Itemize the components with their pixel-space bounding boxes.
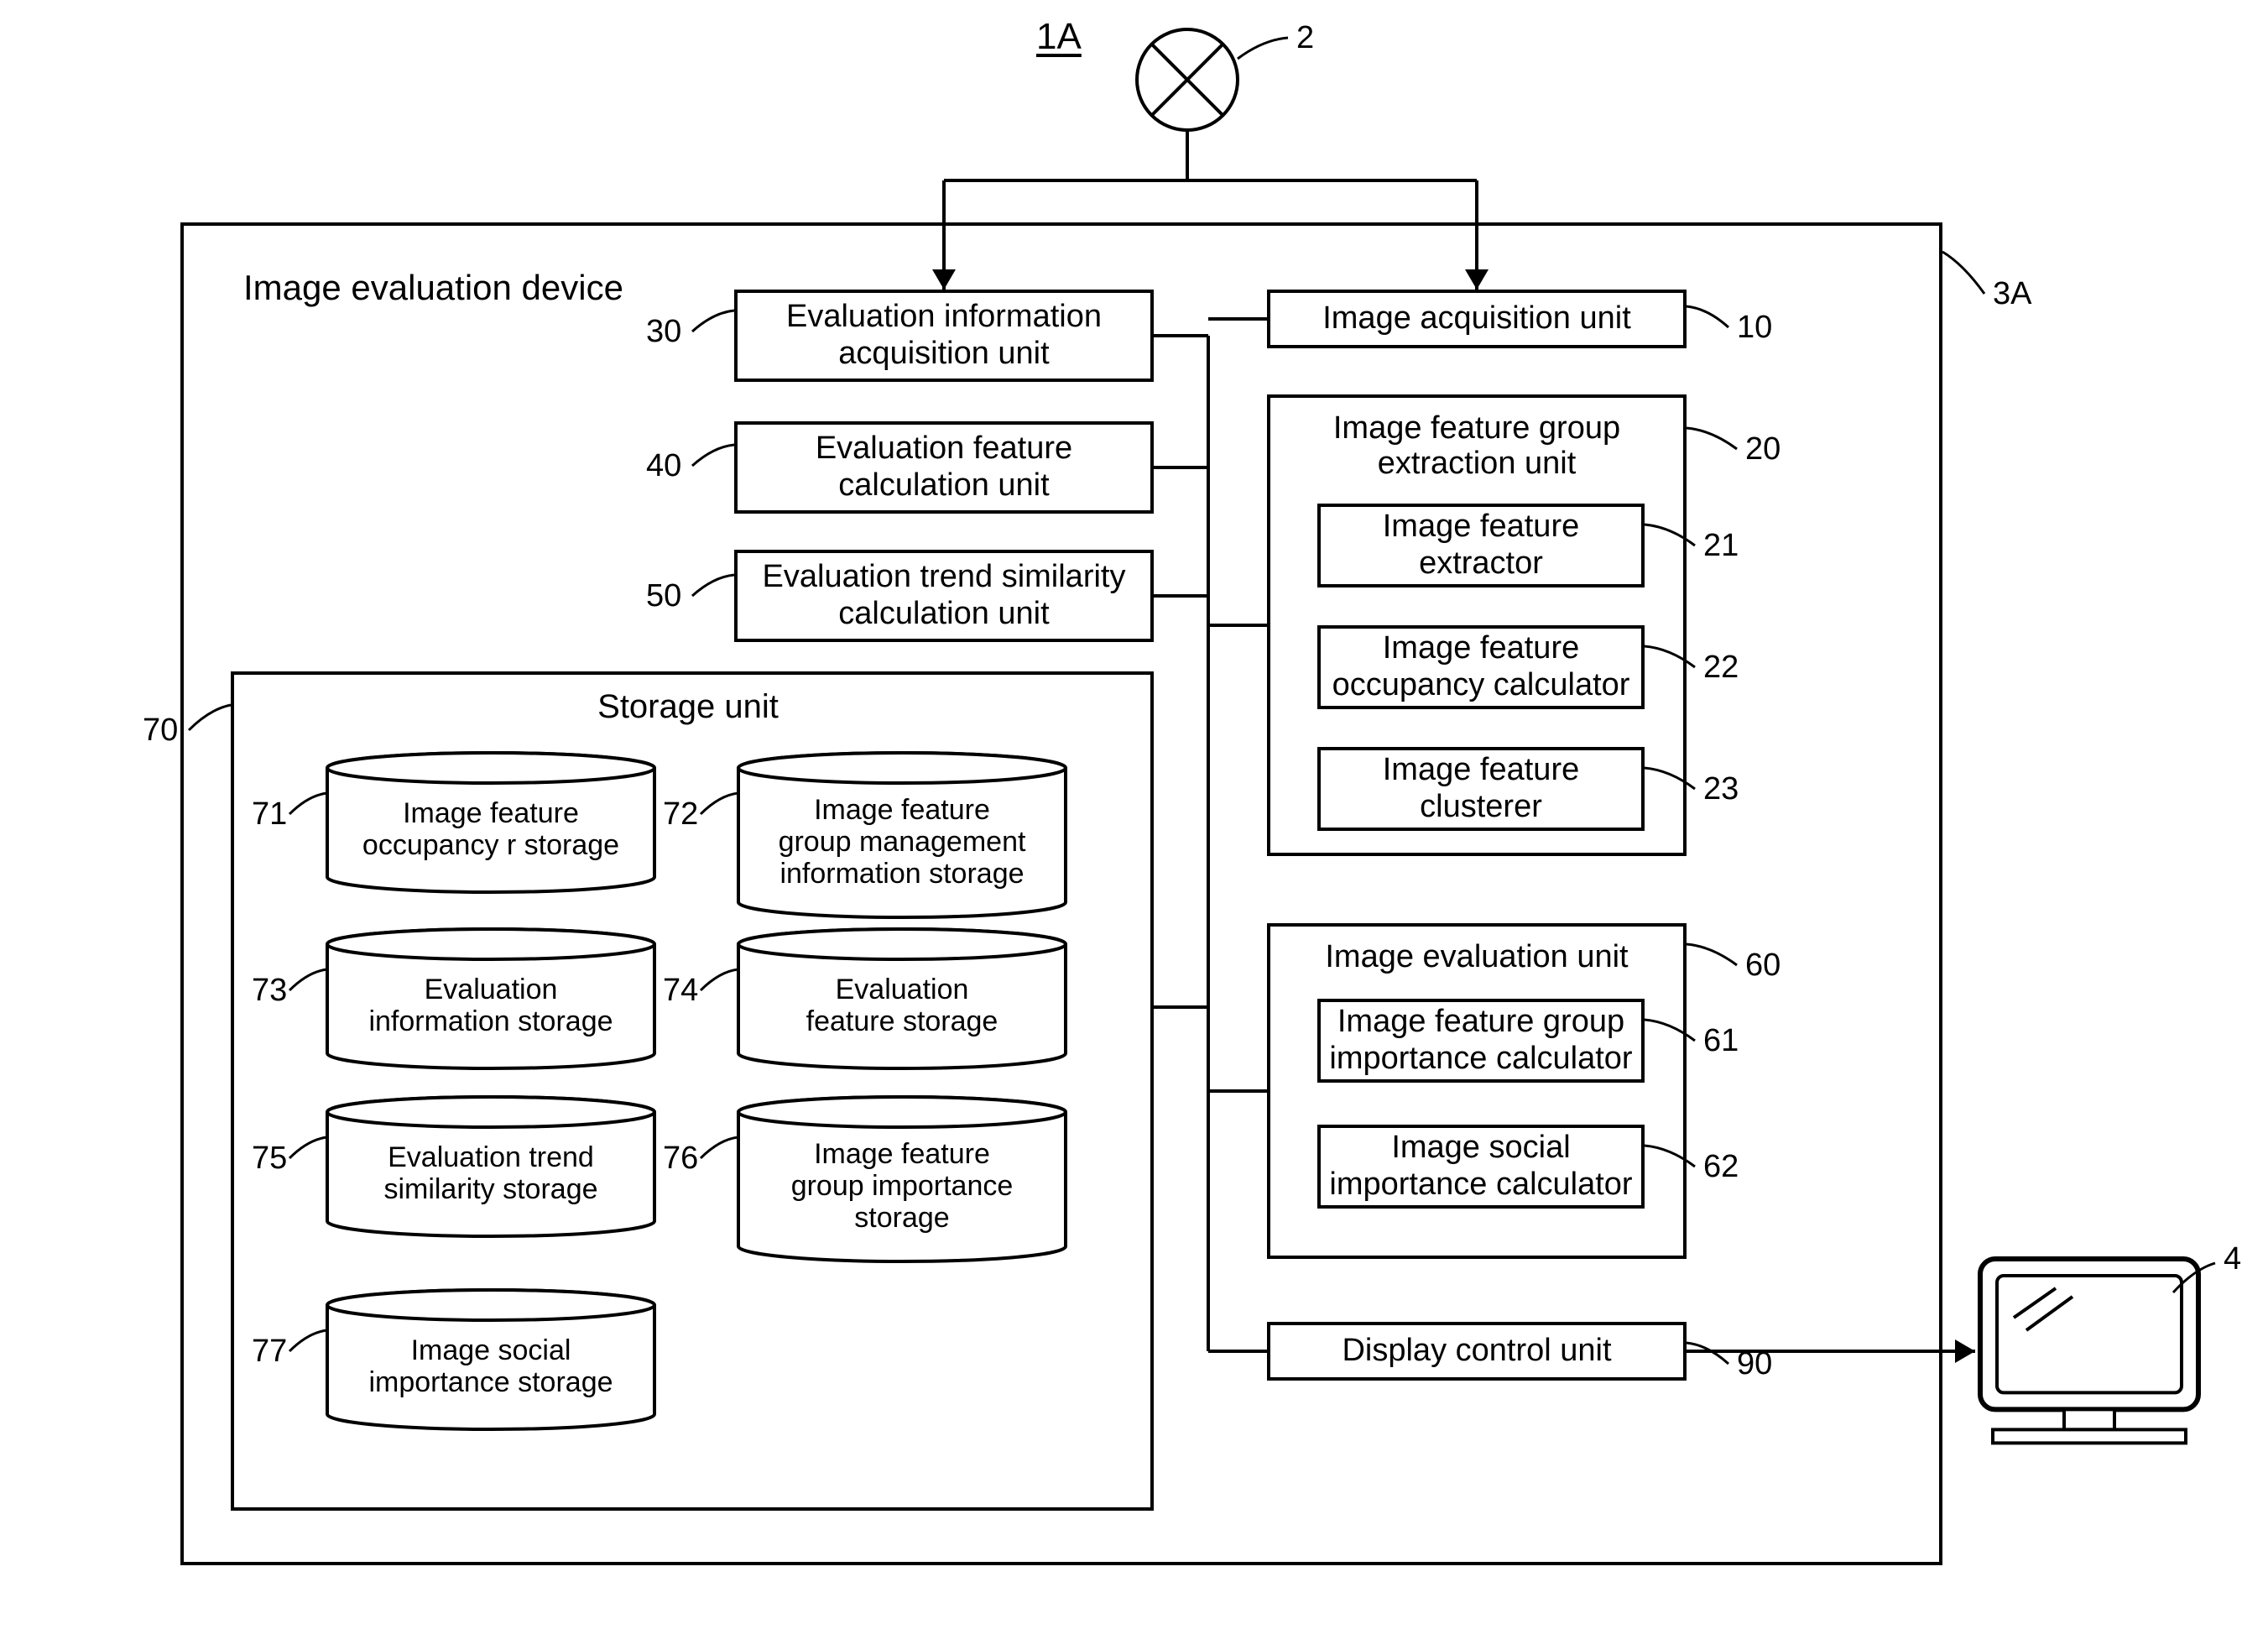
b30-label: Evaluation information acquisition unit bbox=[746, 299, 1142, 372]
ref-10: 10 bbox=[1737, 311, 1772, 346]
b10-label: Image acquisition unit bbox=[1322, 300, 1631, 337]
ref-77: 77 bbox=[252, 1334, 287, 1370]
ref-61: 61 bbox=[1703, 1024, 1739, 1059]
ref-30: 30 bbox=[646, 315, 681, 350]
ref-20: 20 bbox=[1745, 432, 1781, 467]
ref-40: 40 bbox=[646, 449, 681, 484]
evaluation-information-acquisition-unit: Evaluation information acquisition unit bbox=[734, 290, 1154, 382]
ref-1A: 1A bbox=[1036, 17, 1082, 57]
image-acquisition-unit: Image acquisition unit bbox=[1267, 290, 1687, 348]
b23-label: Image feature clusterer bbox=[1329, 752, 1633, 825]
device-title: Image evaluation device bbox=[243, 269, 623, 307]
b61-label: Image feature group importance calculato… bbox=[1329, 1004, 1633, 1077]
b90-label: Display control unit bbox=[1342, 1333, 1611, 1370]
image-feature-occupancy-calculator: Image feature occupancy calculator bbox=[1317, 625, 1645, 709]
ref-75: 75 bbox=[252, 1141, 287, 1177]
b21-label: Image feature extractor bbox=[1329, 509, 1633, 582]
image-social-importance-calculator: Image social importance calculator bbox=[1317, 1125, 1645, 1209]
evaluation-trend-similarity-calculation-unit: Evaluation trend similarity calculation … bbox=[734, 550, 1154, 642]
ref-62: 62 bbox=[1703, 1150, 1739, 1185]
b62-label: Image social importance calculator bbox=[1329, 1130, 1633, 1203]
ref-71: 71 bbox=[252, 797, 287, 833]
display-control-unit: Display control unit bbox=[1267, 1322, 1687, 1381]
ref-74: 74 bbox=[663, 974, 698, 1009]
ref-60: 60 bbox=[1745, 948, 1781, 984]
ref-76: 76 bbox=[663, 1141, 698, 1177]
ref-21: 21 bbox=[1703, 529, 1739, 564]
g20-label: Image feature group extraction unit bbox=[1313, 411, 1640, 482]
ref-4: 4 bbox=[2224, 1242, 2241, 1277]
image-feature-extractor: Image feature extractor bbox=[1317, 504, 1645, 587]
b40-label: Evaluation feature calculation unit bbox=[746, 431, 1142, 504]
b22-label: Image feature occupancy calculator bbox=[1329, 630, 1633, 703]
g60-label: Image evaluation unit bbox=[1313, 940, 1640, 975]
ref-72: 72 bbox=[663, 797, 698, 833]
ref-73: 73 bbox=[252, 974, 287, 1009]
ref-90: 90 bbox=[1737, 1347, 1772, 1382]
ref-3A: 3A bbox=[1993, 277, 2031, 312]
g70-label: Storage unit bbox=[520, 688, 856, 725]
b50-label: Evaluation trend similarity calculation … bbox=[746, 559, 1142, 632]
image-feature-clusterer: Image feature clusterer bbox=[1317, 747, 1645, 831]
ref-2: 2 bbox=[1296, 21, 1314, 56]
ref-23: 23 bbox=[1703, 772, 1739, 807]
ref-70: 70 bbox=[143, 713, 178, 749]
evaluation-feature-calculation-unit: Evaluation feature calculation unit bbox=[734, 421, 1154, 514]
ref-50: 50 bbox=[646, 579, 681, 614]
image-feature-group-importance-calculator: Image feature group importance calculato… bbox=[1317, 999, 1645, 1083]
ref-22: 22 bbox=[1703, 650, 1739, 686]
